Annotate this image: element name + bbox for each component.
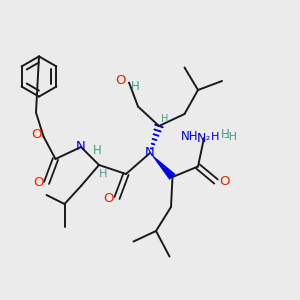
Polygon shape <box>150 153 176 180</box>
Text: O: O <box>31 128 41 142</box>
Text: H: H <box>211 131 219 142</box>
Text: H: H <box>161 114 168 124</box>
Text: O: O <box>219 175 230 188</box>
Text: ₂: ₂ <box>206 131 210 142</box>
Text: H: H <box>93 143 102 157</box>
Text: –H: –H <box>224 131 238 142</box>
Text: O: O <box>33 176 44 189</box>
Text: H: H <box>130 80 140 94</box>
Text: N: N <box>196 131 206 145</box>
Text: N: N <box>76 140 86 154</box>
Text: O: O <box>103 191 114 205</box>
Text: NH: NH <box>181 130 198 143</box>
Text: O: O <box>115 74 125 88</box>
Text: H: H <box>99 169 108 179</box>
Text: H: H <box>220 128 229 141</box>
Text: N: N <box>145 146 155 160</box>
